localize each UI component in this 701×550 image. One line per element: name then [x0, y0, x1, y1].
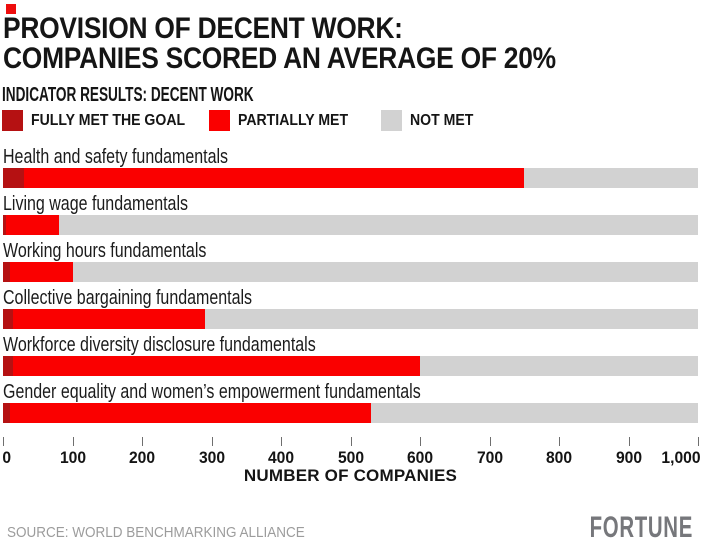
bar-category-label: Collective bargaining fundamentals	[3, 287, 253, 309]
bar-segment-partially-met	[3, 356, 420, 376]
legend-swatch-not-met-icon	[381, 110, 402, 131]
legend-label-not-met: NOT MET	[410, 112, 474, 129]
x-axis-title: NUMBER OF COMPANIES	[243, 466, 458, 485]
axis-tick-label: 1,000	[661, 448, 701, 467]
bar-segment-partially-met	[3, 262, 73, 282]
legend-item-partially-met: PARTIALLY MET	[209, 110, 363, 131]
legend-item-not-met: NOT MET	[381, 110, 482, 131]
legend-item-fully-met: FULLY MET THE GOAL	[2, 110, 206, 131]
bar-category-label: Working hours fundamentals	[3, 240, 207, 262]
page-title: PROVISION OF DECENT WORK: COMPANIES SCOR…	[3, 14, 556, 74]
axis-tick-label: 900	[615, 448, 642, 467]
axis-tick-label: 500	[337, 448, 364, 467]
x-axis: 0 100 200 300 400 500 600 700 800 900 1,000	[2, 437, 701, 477]
axis-tick	[142, 437, 143, 446]
axis-tick	[350, 437, 352, 446]
bar-category-label: Health and safety fundamentals	[3, 146, 229, 168]
axis-tick	[698, 437, 699, 446]
axis-tick	[3, 437, 4, 446]
bar-row: Health and safety fundamentals	[3, 147, 698, 194]
axis-tick-label: 200	[128, 448, 156, 467]
bar-segment-fully-met	[3, 215, 7, 235]
bar-track-not-met	[3, 168, 698, 188]
page-title-line1: PROVISION OF DECENT WORK:	[3, 12, 403, 45]
axis-tick-label: 300	[198, 448, 225, 467]
chart-subtitle: INDICATOR RESULTS: DECENT WORK	[2, 84, 254, 106]
bar-row: Living wage fundamentals	[3, 194, 698, 241]
bar-row: Gender equality and women’s empowerment …	[3, 382, 698, 429]
axis-tick-label: 0	[2, 448, 12, 467]
axis-tick	[489, 437, 491, 446]
bar-track-not-met	[3, 356, 698, 376]
legend-label-partially-met: PARTIALLY MET	[238, 112, 349, 129]
bar-segment-fully-met	[3, 356, 14, 376]
legend-label-fully-met: FULLY MET THE GOAL	[31, 112, 186, 129]
bar-segment-fully-met	[3, 168, 24, 188]
bar-track-not-met	[3, 215, 698, 235]
bar-segment-partially-met	[3, 403, 372, 423]
axis-tick-label: 600	[406, 448, 434, 467]
axis-tick	[72, 437, 74, 446]
axis-tick-label: 700	[476, 448, 503, 467]
legend-swatch-fully-met-icon	[2, 110, 23, 131]
bar-category-label: Gender equality and women’s empowerment …	[3, 381, 421, 403]
bar-category-label: Workforce diversity disclosure fundament…	[3, 334, 316, 356]
axis-tick	[211, 437, 213, 446]
bar-track-not-met	[3, 309, 698, 329]
bar-category-label: Living wage fundamentals	[3, 193, 189, 215]
bar-segment-fully-met	[3, 403, 10, 423]
bar-row: Workforce diversity disclosure fundament…	[3, 335, 698, 382]
axis-tick	[559, 437, 560, 446]
bar-segment-partially-met	[3, 168, 525, 188]
bar-track-not-met	[3, 262, 698, 282]
source-credit: SOURCE: WORLD BENCHMARKING ALLIANCE	[7, 524, 305, 541]
fortune-logo: FORTUNE	[589, 511, 693, 544]
bar-row: Collective bargaining fundamentals	[3, 288, 698, 335]
bar-row: Working hours fundamentals	[3, 241, 698, 288]
bar-rows: Health and safety fundamentals Living wag…	[3, 147, 698, 429]
bar-segment-fully-met	[3, 309, 14, 329]
bar-segment-partially-met	[3, 309, 205, 329]
axis-tick	[628, 437, 630, 446]
brand-red-square-icon	[6, 4, 16, 14]
bar-segment-fully-met	[3, 262, 10, 282]
bar-track-not-met	[3, 403, 698, 423]
bar-segment-partially-met	[3, 215, 59, 235]
axis-tick-label: 800	[545, 448, 573, 467]
axis-tick-label: 400	[267, 448, 295, 467]
axis-tick	[281, 437, 282, 446]
axis-tick-label: 100	[59, 448, 86, 467]
page-title-line2: COMPANIES SCORED AN AVERAGE OF 20%	[3, 42, 556, 75]
legend-swatch-partially-met-icon	[209, 110, 230, 131]
axis-tick	[420, 437, 421, 446]
